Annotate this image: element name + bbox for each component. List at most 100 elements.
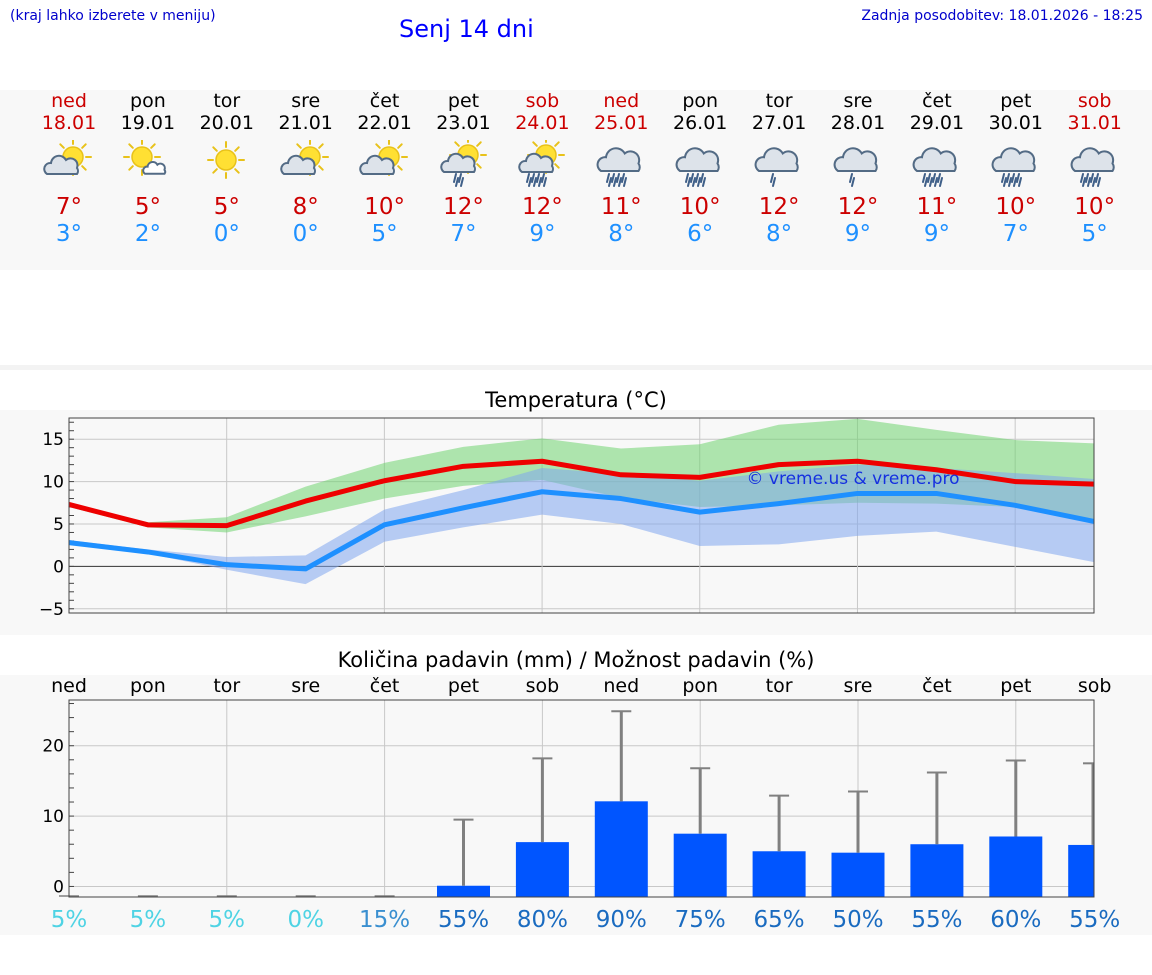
heavy-rain-icon [991, 147, 1036, 187]
precipitation-probability: 55% [911, 907, 962, 933]
precipitation-probability: 80% [517, 907, 568, 933]
precipitation-bar [673, 833, 727, 897]
day-date: 29.01 [909, 112, 965, 134]
min-temperature: 0° [213, 221, 240, 247]
max-temperature: 10° [1074, 194, 1116, 220]
day-date: 30.01 [988, 112, 1043, 134]
max-temperature: 10° [364, 194, 405, 220]
precipitation-chart-title: Količina padavin (mm) / Možnost padavin … [337, 648, 815, 672]
day-date: 21.01 [278, 112, 333, 134]
temp-y-tick: 0 [53, 557, 64, 577]
min-temperature: 3° [55, 221, 83, 247]
watermark: © vreme.us & vreme.pro [746, 469, 959, 489]
precipitation-probability: 55% [438, 907, 489, 933]
day-date: 22.01 [357, 112, 412, 134]
precipitation-day-label: pon [682, 675, 718, 697]
heavy-rain-icon [912, 147, 957, 187]
prec-y-tick: 10 [42, 807, 64, 827]
day-name: sob [1077, 90, 1112, 112]
precipitation-day-label: sre [291, 675, 320, 697]
heavy-rain-icon [675, 147, 720, 187]
sunny-cloud-icon [122, 140, 167, 176]
min-temperature: 5° [371, 221, 398, 247]
precipitation-day-label: čet [370, 675, 400, 697]
max-temperature-line [68, 458, 1095, 529]
min-temperature: 8° [608, 221, 635, 247]
forecast-panel [0, 90, 1152, 270]
precipitation-bar [594, 801, 648, 897]
max-temperature: 12° [522, 194, 563, 220]
precipitation-day-label: sob [526, 675, 560, 697]
day-date: 31.01 [1067, 112, 1122, 134]
day-date: 24.01 [515, 112, 570, 134]
precipitation-probability: 75% [675, 907, 726, 933]
day-name: čet [922, 90, 952, 112]
min-temperature: 6° [687, 221, 714, 247]
day-column: tor 20.01 5° 0° [187, 90, 267, 248]
day-name: sob [525, 90, 560, 112]
min-temperature: 9° [923, 221, 950, 247]
temperature-chart-title: Temperatura (°C) [485, 388, 667, 412]
max-temperature: 12° [443, 194, 484, 220]
precipitation-probability: 5% [51, 907, 88, 933]
precipitation-probability: 0% [287, 907, 324, 933]
partly-sunny-icon [43, 140, 92, 176]
day-column: čet 22.01 10° 5° [345, 90, 425, 248]
min-temperature: 2° [134, 221, 161, 247]
day-column: pet 30.01 10° 7° [976, 90, 1056, 248]
precipitation-probability: 5% [209, 907, 246, 933]
min-temperature: 7° [450, 221, 477, 247]
precipitation-day-label: ned [603, 675, 639, 697]
temperature-chart: −5 0 5 10 15 © vreme.us & vreme.pro [39, 417, 1095, 620]
prec-y-tick: 0 [53, 877, 64, 897]
day-name: sre [291, 90, 321, 112]
day-column: pon 26.01 10° 6° [660, 90, 740, 248]
max-temperature: 10° [679, 194, 721, 220]
max-temperature: 7° [55, 194, 83, 220]
day-column: pon 19.01 5° 2° [108, 90, 188, 248]
temp-y-tick: 5 [53, 515, 64, 535]
min-temperature: 7° [1002, 221, 1029, 247]
sun-rain-icon [439, 140, 487, 187]
last-updated: Zadnja posodobitev: 18.01.2026 - 18:25 [861, 8, 1143, 24]
min-temperature: 9° [529, 221, 556, 247]
sun-icon [206, 141, 245, 179]
day-name: čet [369, 90, 400, 112]
location-hint[interactable]: (kraj lahko izberete v meniju) [10, 8, 216, 24]
precipitation-probability: 65% [754, 907, 805, 933]
precipitation-probability: 15% [359, 907, 410, 933]
page-title: Senj 14 dni [399, 15, 534, 43]
precipitation-day-label: sre [844, 675, 873, 697]
prec-y-tick: 20 [42, 737, 64, 757]
precipitation-plot-frame [68, 699, 1095, 898]
day-column: ned 18.01 7° 3° [29, 90, 109, 248]
precipitation-probability: 90% [596, 907, 647, 933]
sun-heavy-rain-icon [518, 140, 566, 187]
precipitation-bar [437, 885, 490, 897]
day-name: pon [682, 90, 719, 112]
day-column: tor 27.01 12° 8° [739, 90, 819, 248]
precipitation-probability: 55% [1069, 907, 1120, 933]
min-temperature-line [68, 489, 1095, 572]
day-date: 23.01 [436, 112, 491, 134]
day-name: ned [603, 90, 640, 112]
day-date: 18.01 [41, 112, 97, 134]
heavy-rain-icon [1070, 147, 1115, 187]
precipitation-bar [1068, 844, 1094, 897]
precipitation-day-label: ned [51, 675, 87, 697]
precipitation-day-label: pet [1000, 675, 1031, 697]
precipitation-probability: 60% [990, 907, 1041, 933]
day-column: pet 23.01 12° 7° [424, 90, 504, 248]
day-name: pon [130, 90, 166, 112]
precipitation-bar [752, 851, 806, 897]
max-temperature: 5° [213, 194, 240, 220]
day-name: tor [213, 90, 241, 112]
precipitation-bar [515, 842, 569, 897]
day-date: 26.01 [672, 112, 728, 134]
day-column: čet 29.01 11° 9° [897, 90, 977, 248]
day-name: pet [1000, 90, 1032, 112]
max-temperature: 10° [995, 194, 1037, 220]
max-temperature: 11° [916, 194, 958, 220]
day-name: sre [843, 90, 873, 112]
max-temperature: 12° [758, 194, 800, 220]
